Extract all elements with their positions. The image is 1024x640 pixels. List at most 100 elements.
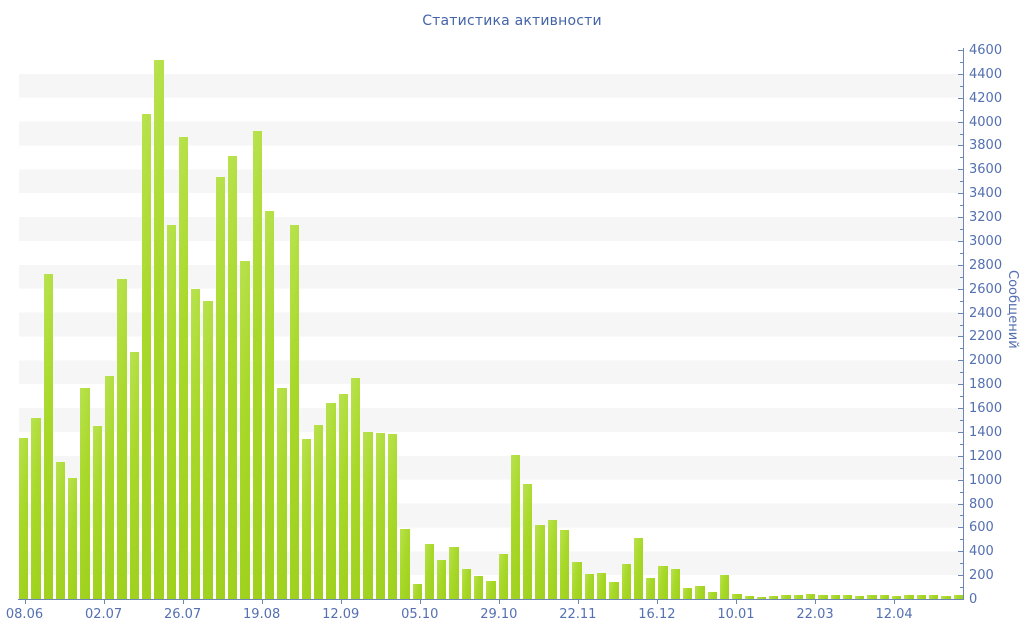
y-tick-label: 3600	[969, 162, 1003, 178]
bar	[842, 595, 853, 599]
y-major-tick	[958, 145, 963, 147]
y-minor-tick	[960, 252, 963, 254]
x-tick	[103, 599, 105, 604]
bar	[806, 593, 816, 599]
y-major-tick	[958, 73, 963, 75]
bar	[867, 595, 877, 599]
x-tick-label: 29.10	[480, 607, 518, 622]
x-tick	[815, 599, 816, 604]
bar	[412, 584, 422, 599]
y-major-tick	[958, 431, 963, 433]
y-minor-tick	[960, 539, 963, 541]
y-minor-tick	[960, 443, 963, 445]
y-tick-label: 1800	[969, 377, 1003, 393]
y-tick-label: 1400	[969, 424, 1003, 440]
y-major-tick	[958, 575, 963, 577]
bar	[191, 288, 201, 599]
y-minor-tick	[960, 61, 963, 63]
y-minor-tick	[960, 205, 963, 207]
bar	[363, 431, 373, 599]
bar	[904, 595, 914, 599]
bar	[547, 520, 558, 599]
bar	[523, 484, 533, 599]
bar	[670, 569, 681, 599]
y-major-tick	[958, 240, 963, 242]
bar	[769, 596, 779, 599]
bar	[928, 595, 939, 599]
bar	[92, 425, 103, 599]
x-tick	[656, 599, 658, 604]
y-major-tick	[958, 288, 963, 290]
y-major-tick	[958, 527, 963, 529]
bar	[646, 577, 656, 599]
x-tick	[498, 599, 500, 604]
bar	[461, 569, 471, 599]
y-tick-label: 2800	[969, 257, 1003, 273]
y-tick-label: 4200	[969, 90, 1003, 106]
bar	[732, 594, 742, 599]
x-tick-label: 08.06	[5, 607, 44, 622]
y-major-tick	[958, 193, 963, 195]
y-minor-tick	[960, 587, 963, 589]
x-tick-label: 26.07	[163, 607, 202, 622]
x-tick	[894, 599, 896, 604]
bar	[314, 424, 324, 599]
bar	[793, 595, 803, 599]
y-tick-label: 1000	[969, 472, 1003, 488]
x-tick-label: 10.01	[717, 607, 755, 622]
y-minor-tick	[960, 157, 963, 159]
y-minor-tick	[960, 467, 963, 469]
bar	[289, 225, 299, 599]
y-major-tick	[958, 455, 963, 457]
x-tick-label: 19.08	[243, 607, 281, 622]
bar	[68, 478, 78, 599]
y-tick-label: 800	[969, 496, 994, 512]
y-major-tick	[958, 312, 963, 314]
bar	[683, 587, 693, 599]
bar	[252, 131, 262, 599]
y-major-tick	[958, 97, 963, 99]
y-minor-tick	[960, 491, 963, 493]
y-major-tick	[958, 50, 963, 51]
bar	[658, 566, 668, 599]
y-tick-label: 1200	[969, 448, 1003, 464]
x-tick	[735, 599, 737, 604]
y-major-tick	[958, 217, 963, 219]
y-tick-label: 600	[969, 520, 994, 536]
y-minor-tick	[960, 276, 963, 278]
y-minor-tick	[960, 396, 963, 398]
y-major-tick	[958, 169, 963, 171]
y-minor-tick	[960, 563, 963, 565]
y-major-tick	[958, 408, 963, 410]
bar	[215, 176, 226, 599]
bar	[80, 387, 90, 599]
bar	[584, 573, 594, 599]
y-tick-label: 4000	[969, 114, 1003, 130]
bar	[31, 417, 41, 599]
x-tick-label: 16.12	[638, 607, 676, 622]
bar	[19, 437, 29, 599]
bar	[486, 581, 496, 599]
bar	[228, 156, 238, 599]
x-tick-label: 12.04	[875, 607, 913, 622]
y-tick-label: 2200	[969, 329, 1003, 345]
y-minor-tick	[960, 85, 963, 87]
x-tick	[577, 599, 579, 604]
bar	[473, 576, 484, 599]
bar	[141, 114, 152, 599]
bar	[916, 594, 926, 599]
y-minor-tick	[960, 109, 963, 111]
bar	[756, 596, 767, 599]
bar	[203, 300, 213, 599]
bar	[166, 225, 176, 599]
y-tick-label: 1600	[969, 401, 1003, 417]
bar	[240, 261, 250, 599]
y-major-tick	[958, 264, 963, 266]
y-tick-label: 3800	[969, 138, 1003, 154]
y-tick-label: 200	[969, 568, 994, 584]
bar	[498, 553, 508, 599]
y-tick-label: 4600	[969, 43, 1003, 58]
bar	[326, 403, 336, 599]
bar	[953, 595, 963, 599]
